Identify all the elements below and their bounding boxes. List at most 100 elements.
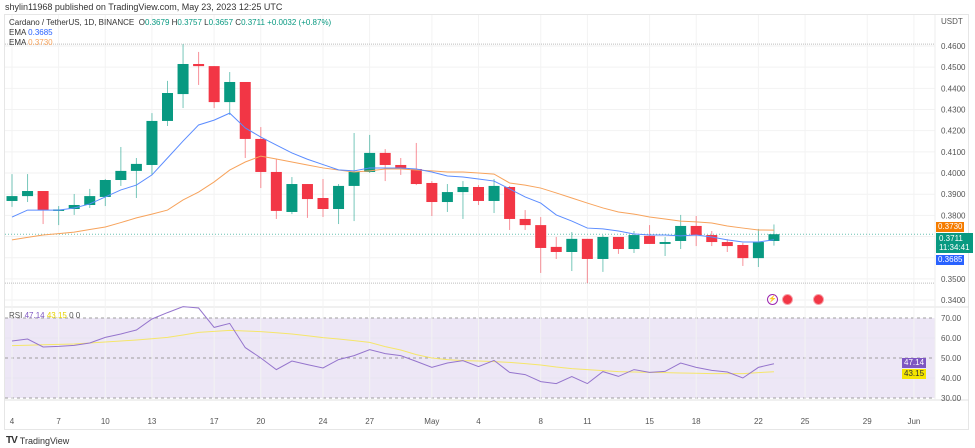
us-flag-event-icon[interactable]: [782, 294, 793, 305]
close-label: C: [235, 18, 242, 27]
date-tick-label: 22: [754, 417, 763, 426]
candle-down: [504, 186, 516, 219]
date-tick-label: 15: [645, 417, 654, 426]
close-value: 0.3711: [241, 18, 265, 27]
price-tick-label: 0.4500: [941, 63, 966, 72]
candle-up: [177, 63, 189, 95]
candle-up: [752, 242, 764, 259]
candle-up: [130, 163, 142, 171]
rsi-tag: 47.14: [902, 358, 927, 368]
ema-fast-line: [11, 112, 775, 243]
date-tick-label: Jun: [907, 417, 920, 426]
candle-down: [317, 198, 329, 210]
price-tick-label: 0.3400: [941, 296, 966, 305]
candle-down: [301, 184, 313, 200]
rsi-tick-label: 40.00: [941, 374, 962, 383]
rsi-tick-label: 50.00: [941, 354, 962, 363]
candle-up: [84, 196, 96, 205]
date-tick-label: 4: [10, 417, 15, 426]
date-tick-label: 13: [147, 417, 156, 426]
tradingview-logo-icon: TV: [6, 435, 18, 446]
candle-up: [68, 204, 80, 210]
candle-down: [426, 182, 438, 203]
date-tick-label: 8: [538, 417, 543, 426]
rsi-extra-value: 0: [75, 311, 81, 320]
candle-down: [208, 66, 220, 103]
date-tick-label: 10: [101, 417, 110, 426]
candle-up: [488, 185, 500, 201]
rsi-value: 47.14: [24, 311, 45, 320]
bar-countdown: 11:34:41: [939, 243, 970, 252]
date-tick-label: 20: [256, 417, 265, 426]
candle-down: [706, 235, 718, 243]
candle-up: [628, 235, 640, 250]
price-tick-label: 0.4400: [941, 84, 966, 93]
candle-up: [768, 234, 780, 241]
rsi-ma-value: 43.15: [46, 311, 67, 320]
date-tick-label: 11: [583, 417, 592, 426]
ema-fast-price-tag: 0.3685: [936, 255, 965, 265]
candle-down: [193, 63, 205, 67]
publisher-line: shylin11968 published on TradingView.com…: [5, 2, 283, 12]
currency-label: USDT: [941, 17, 963, 26]
rsi-tick-label: 60.00: [941, 334, 962, 343]
price-tick-label: 0.3800: [941, 211, 966, 220]
candle-down: [379, 152, 391, 165]
candle-up: [162, 92, 173, 121]
rsi-legend[interactable]: RSI 47.14 43.15 0 0: [9, 311, 80, 320]
open-label: O: [138, 18, 145, 27]
date-tick-label: 29: [863, 417, 872, 426]
date-tick-label: 17: [210, 417, 219, 426]
date-tick-label: 27: [365, 417, 374, 426]
rsi-extra-value: 0: [69, 311, 74, 320]
low-value: 0.3657: [208, 18, 234, 27]
candle-down: [550, 246, 562, 252]
candle-up: [457, 186, 469, 193]
symbol-legend: Cardano / TetherUS, 1D, BINANCE O0.3679 …: [9, 18, 331, 48]
lightning-event-icon[interactable]: ⚡: [767, 294, 778, 305]
candle-up: [566, 238, 578, 252]
ema-fast-legend[interactable]: EMA 0.3685: [9, 28, 331, 38]
candle-up: [348, 171, 360, 186]
candle-down: [721, 242, 733, 247]
price-tick-label: 0.3500: [941, 275, 966, 284]
date-tick-label: 7: [56, 417, 61, 426]
candle-up: [115, 170, 127, 181]
price-tick-label: 0.4300: [941, 106, 966, 115]
candle-down: [644, 235, 656, 244]
candle-down: [239, 81, 251, 139]
rsi-label: RSI: [9, 311, 23, 320]
rsi-tick-label: 30.00: [941, 394, 962, 403]
candle-down: [473, 186, 484, 201]
candle-up: [22, 191, 34, 197]
high-value: 0.3757: [177, 18, 202, 27]
ema-slow-value: 0.3730: [28, 38, 53, 47]
price-tick-label: 0.4100: [941, 148, 966, 157]
ema-slow-line: [11, 155, 774, 241]
us-flag-event-icon[interactable]: [813, 294, 824, 305]
candle-up: [364, 152, 376, 172]
candle-down: [535, 225, 547, 248]
date-tick-label: 25: [801, 417, 810, 426]
candle-up: [99, 180, 111, 197]
rsi-tick-label: 70.00: [941, 314, 962, 323]
ema-label: EMA: [9, 38, 26, 47]
tradingview-logo[interactable]: TV TradingView: [6, 435, 69, 446]
price-tick-label: 0.3900: [941, 190, 966, 199]
low-label: L: [204, 18, 209, 27]
rsi-line: [11, 306, 775, 385]
change-value: +0.0032 (+0.87%): [267, 18, 332, 27]
high-label: H: [171, 18, 178, 27]
symbol-title[interactable]: Cardano / TetherUS, 1D, BINANCE: [9, 18, 135, 27]
ema-slow-legend[interactable]: EMA 0.3730: [9, 38, 331, 48]
candle-down: [270, 171, 282, 211]
candle-down: [519, 218, 531, 226]
date-tick-label: 18: [692, 417, 701, 426]
last-price-tag: 0.3711 11:34:41: [936, 233, 973, 253]
candle-up: [286, 184, 298, 212]
rsi-ma-tag: 43.15: [902, 369, 927, 379]
ema-slow-price-tag: 0.3730: [936, 222, 965, 232]
price-tick-label: 0.4200: [941, 127, 966, 136]
candle-down: [612, 236, 624, 250]
